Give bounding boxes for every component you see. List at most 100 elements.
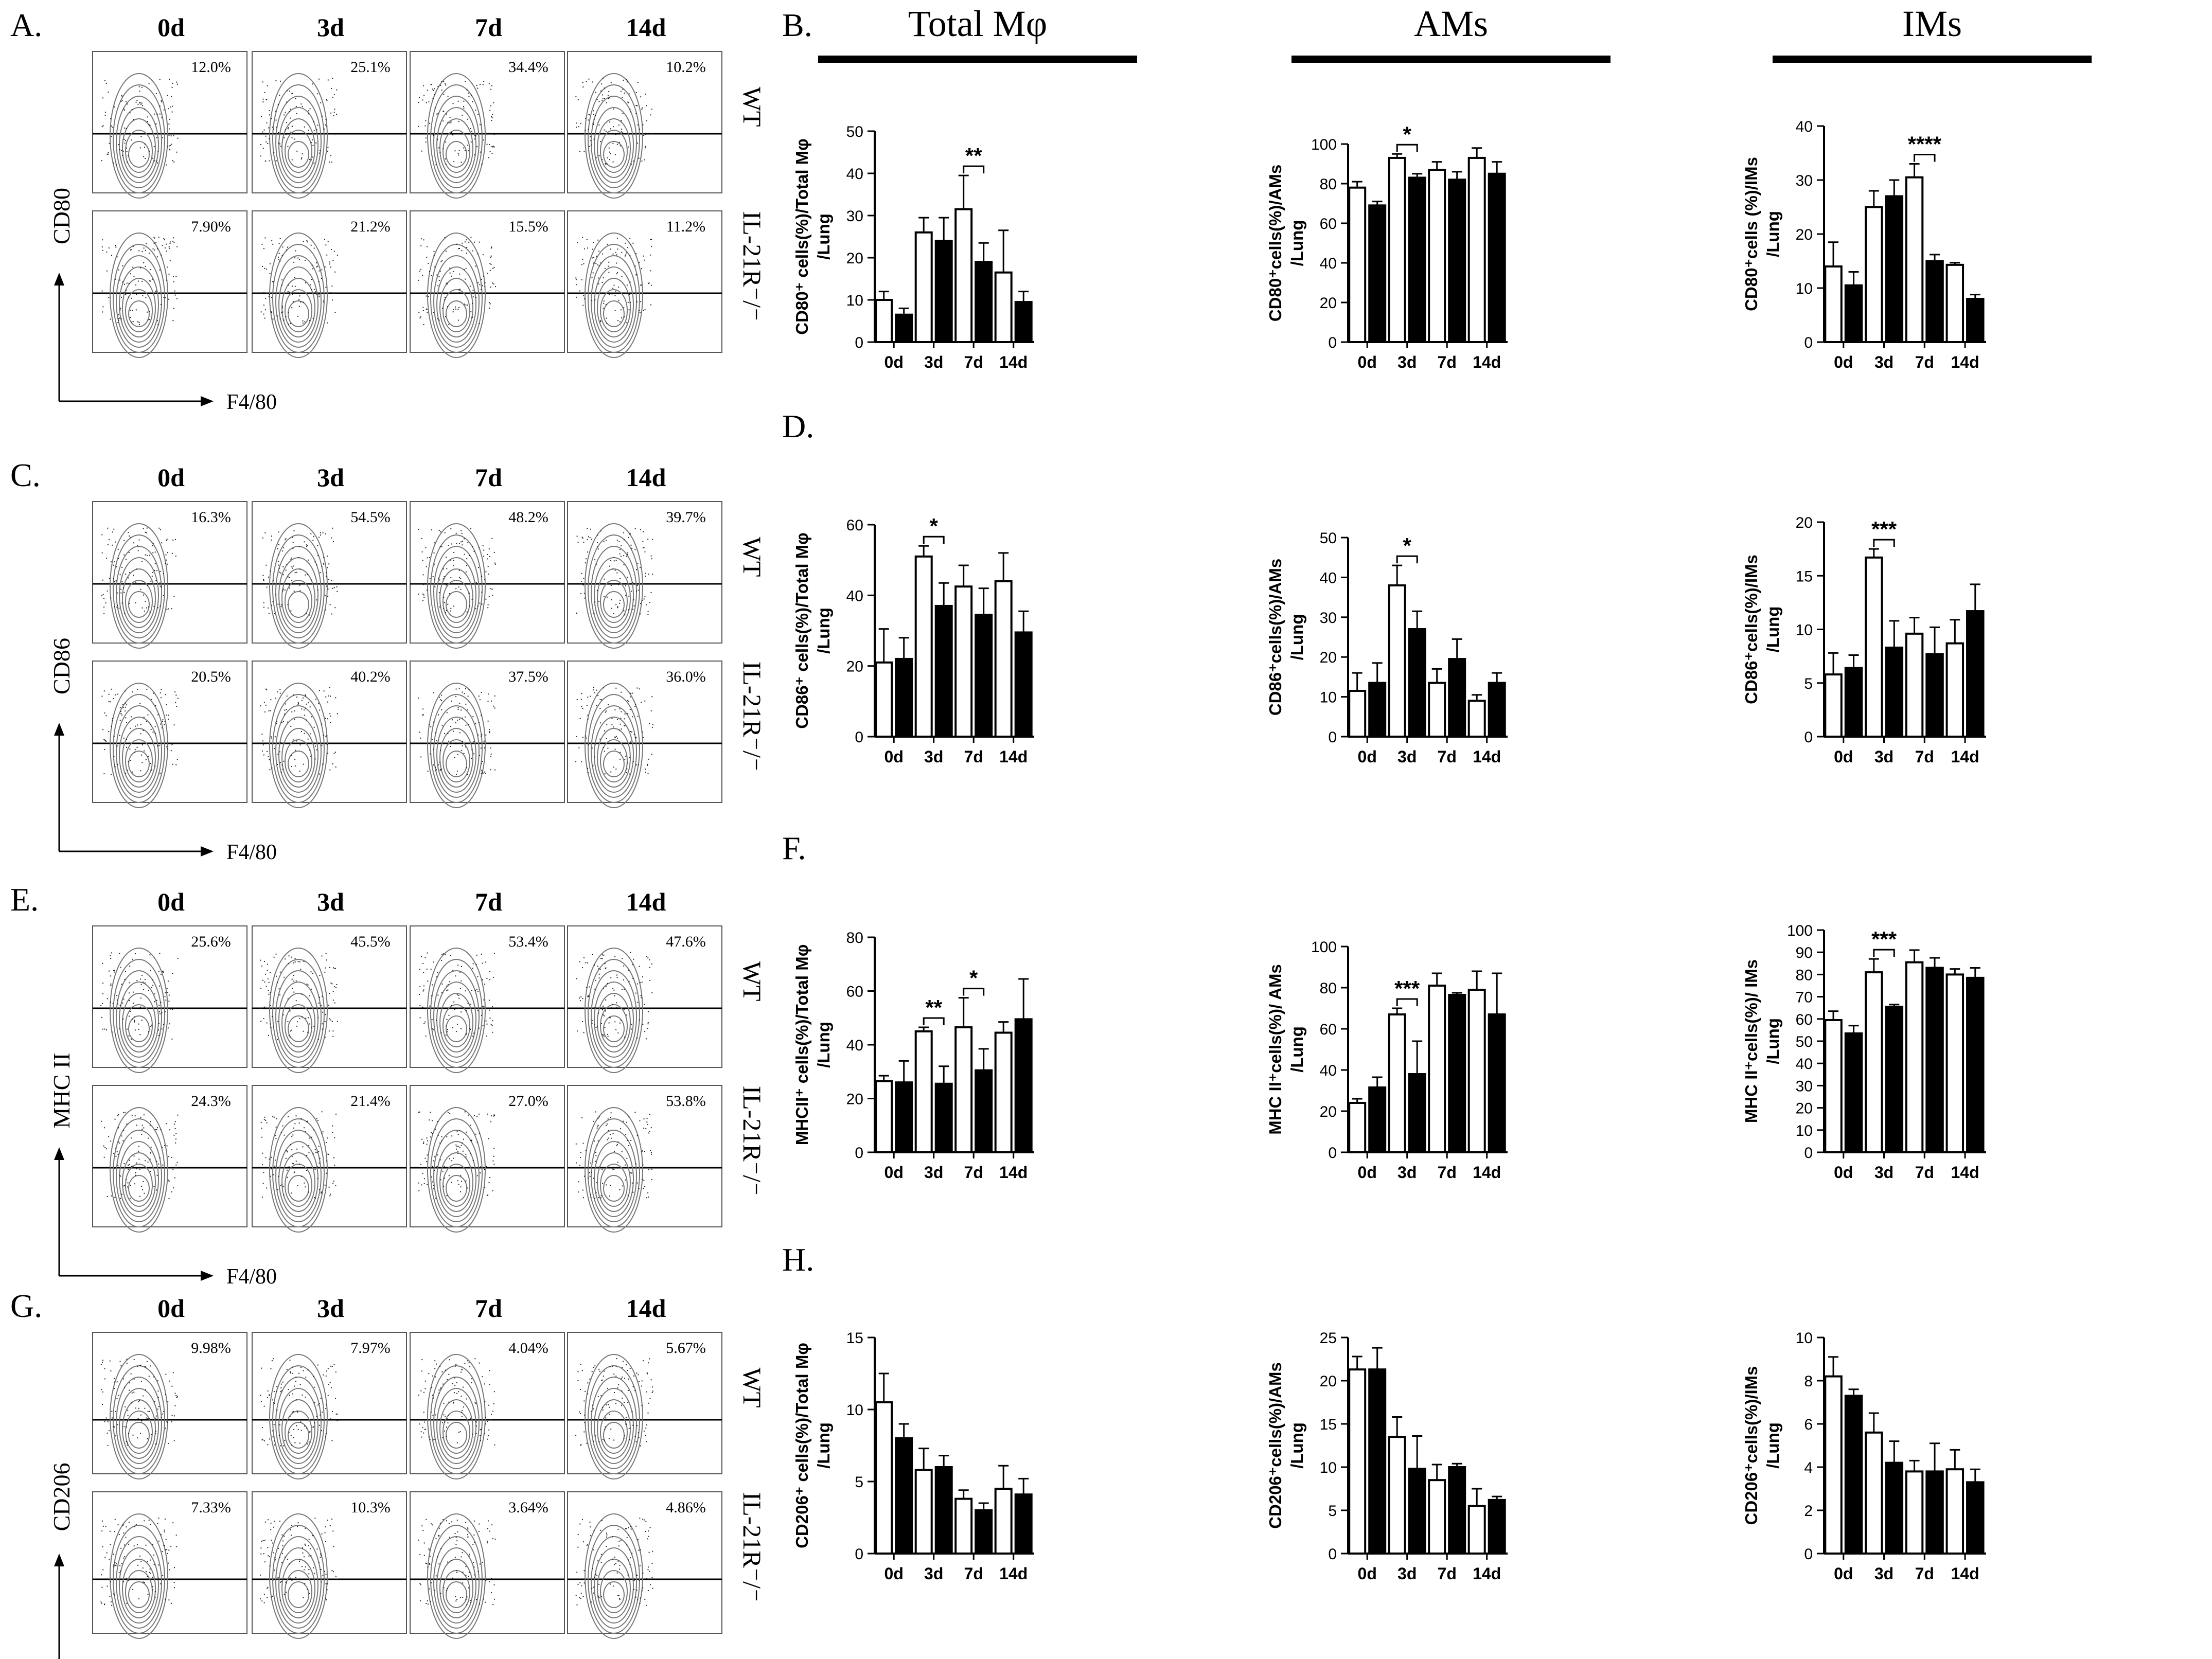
bar-wt [1348, 1368, 1367, 1555]
y-tick-label: 60 [846, 984, 863, 1001]
significance-bracket [1396, 998, 1418, 1006]
bar-il21r-ko [1408, 176, 1426, 343]
day-label: 14d [626, 887, 666, 916]
panel-letter: D. [782, 408, 814, 444]
contour-line [433, 546, 480, 638]
group-label: IL-21R⁻/⁻ [738, 662, 767, 772]
percent-label: 36.0% [666, 668, 706, 685]
bar-il21r-ko [934, 1082, 953, 1153]
x-tick-label: 14d [999, 1163, 1028, 1182]
y-tick-label: 0 [1804, 1145, 1813, 1162]
y-tick-label: 0 [1804, 334, 1813, 351]
x-tick-label: 7d [1438, 353, 1457, 371]
bar-wt [1905, 1470, 1924, 1555]
x-tick-label: 3d [1397, 1163, 1417, 1182]
bar-il21r-ko [1885, 195, 1904, 343]
contour-line [281, 1152, 315, 1212]
y-axis-label: CD86⁺cells(%)/IMs [1742, 555, 1761, 704]
x-arrow-head [201, 1271, 214, 1281]
y-tick-label: 20 [1320, 1373, 1337, 1390]
y-axis-label: CD206⁺cells(%)/AMs [1266, 1362, 1285, 1529]
bar-wt [1865, 206, 1883, 343]
panel-letter: G. [10, 1288, 42, 1324]
contour-line [439, 118, 473, 178]
contour-line [128, 751, 150, 777]
y-tick-label: 15 [1796, 568, 1813, 585]
y-tick-label: 10 [1796, 1122, 1813, 1139]
contour-line [427, 233, 486, 358]
contour-line [119, 1388, 159, 1464]
significance-label: * [930, 514, 939, 538]
contour-line [585, 73, 643, 199]
contour-line [430, 1118, 483, 1227]
day-label: 7d [475, 887, 502, 916]
bar-wt [914, 555, 933, 738]
significance-bracket [963, 165, 985, 174]
bar-wt [914, 231, 933, 343]
x-tick-label: 7d [1438, 1564, 1457, 1583]
y-axis-label-line2: /Lung [1287, 614, 1306, 661]
bar-wt [1388, 584, 1406, 738]
percent-label: 27.0% [508, 1093, 548, 1110]
bar-il21r-ko [1925, 260, 1944, 343]
percent-label: 16.3% [191, 509, 231, 526]
y-axis-label-line2: /Lung [1287, 1422, 1306, 1469]
significance-bracket [1396, 144, 1418, 152]
contour-line [278, 557, 318, 633]
y-tick-label: 40 [846, 166, 863, 183]
y-tick-label: 100 [1311, 136, 1337, 153]
x-tick-label: 14d [999, 1564, 1028, 1583]
bar-wt [1865, 1431, 1883, 1555]
contour-line [116, 705, 162, 798]
bar-wt [914, 1030, 933, 1153]
significance-label: ** [925, 995, 942, 1020]
percent-label: 7.33% [191, 1499, 231, 1516]
y-tick-label: 30 [1320, 610, 1337, 627]
bar-wt [1905, 632, 1924, 738]
contour-line [272, 84, 325, 193]
y-tick-label: 0 [855, 334, 863, 351]
bar-il21r-ko [1368, 204, 1387, 343]
contour-line [443, 580, 470, 623]
y-tick-label: 5 [855, 1474, 863, 1491]
bar-il21r-ko [1408, 628, 1426, 738]
contour-line [285, 580, 312, 623]
bar-il21r-ko [1966, 298, 1985, 343]
group-label: WT [738, 961, 767, 1002]
contour-line [436, 717, 476, 793]
bar-chart: 0 20 40 60 80 100 MHC II⁺cells(%)/ AMs/Lung 0d 3… [1266, 939, 1508, 1182]
contour-line [278, 266, 318, 343]
y-tick-label: 0 [1328, 1546, 1337, 1563]
contour-line [443, 739, 470, 782]
contour-line [433, 1130, 480, 1222]
contour-line [439, 278, 473, 337]
contour-line [436, 982, 476, 1058]
y-tick-label: 10 [1796, 1330, 1813, 1347]
contour-line [588, 694, 640, 803]
y-axis-label: CD206⁺ cells(%)/Total Mφ [792, 1343, 811, 1548]
x-tick-label: 0d [1358, 353, 1377, 371]
significance-label: *** [1871, 517, 1897, 541]
contour-line [281, 1559, 315, 1618]
contour-line [433, 970, 480, 1063]
contour-line [278, 1547, 318, 1624]
group-label: WT [738, 87, 767, 127]
contour-line [128, 1581, 150, 1608]
contour-line [269, 683, 328, 808]
y-tick-label: 10 [1320, 689, 1337, 706]
bar-il21r-ko [1014, 1018, 1033, 1154]
x-tick-label: 3d [924, 1163, 943, 1182]
flow-panel-e: E. 0d 3d 7d 14d WT 25.6% 45.5% 53.4% 47.6% IL-21R⁻… [10, 881, 767, 1289]
contour-line [594, 1141, 634, 1217]
bar-wt [1865, 971, 1883, 1153]
contour-line [597, 728, 631, 788]
contour-line [585, 948, 643, 1073]
y-tick-label: 80 [1320, 980, 1337, 997]
x-tick-label: 0d [1834, 1163, 1853, 1182]
contour-line [125, 580, 153, 623]
contour-line [588, 1525, 640, 1634]
y-axis-label: MHCII⁺ cells(%)/Total Mφ [792, 944, 811, 1146]
contour-line [275, 96, 322, 188]
x-tick-label: 14d [1951, 1564, 1979, 1583]
day-label: 0d [157, 13, 185, 42]
